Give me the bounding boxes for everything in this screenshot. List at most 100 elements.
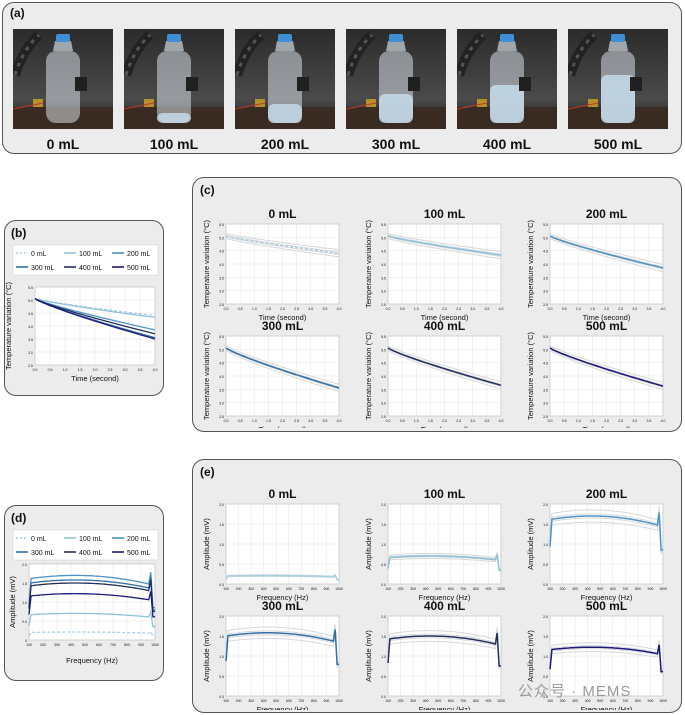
x-tick-label: 200	[560, 587, 566, 591]
x-tick-label: 600	[96, 643, 102, 647]
panel-e: (e) 0 mL 100 200 300 400 500 600 700 800 900 1000 0…	[192, 459, 682, 713]
mean-curve	[549, 512, 663, 551]
x-tick-label: 700	[110, 643, 116, 647]
trial-trace	[549, 649, 663, 675]
x-tick-label: 3.0	[632, 307, 637, 311]
x-tick-label: 3.0	[470, 419, 475, 423]
trial-trace	[225, 631, 339, 666]
x-tick-label: 400	[261, 587, 267, 591]
trial-trace	[225, 635, 339, 668]
x-tick-label: 500	[273, 699, 279, 703]
x-tick-label: 2.5	[108, 368, 113, 372]
y-tick-label: 3.5	[381, 276, 386, 280]
x-tick-label: 1000	[497, 699, 505, 703]
x-axis-label: Frequency (Hz)	[419, 705, 471, 710]
series-line	[34, 298, 156, 335]
trial-trace	[549, 643, 663, 672]
x-tick-label: 3.5	[138, 368, 143, 372]
x-tick-label: 800	[473, 587, 479, 591]
x-tick-label: 300	[248, 587, 254, 591]
y-tick-label: 1.0	[219, 543, 224, 547]
subplot: 500 mL 100 200 300 400 500 600 700 800 900 1000 0.0…	[526, 599, 667, 710]
y-axis-label: Amplitude (mV)	[202, 630, 211, 682]
trial-trace	[387, 551, 501, 570]
y-tick-label: 3.0	[219, 402, 224, 406]
trial-trace	[387, 348, 502, 387]
y-axis-label: Amplitude (mV)	[8, 576, 17, 628]
panel-b: (b) 0.0 0.5 1.0 1.5 2.0 2.5 3.0 3.5 4.0 2.5 3.0 3.5…	[4, 220, 164, 396]
x-tick-label: 1000	[497, 587, 505, 591]
trial-trace	[225, 349, 340, 393]
subplot-title: 400 mL	[424, 319, 465, 333]
x-tick-label: 1000	[659, 699, 667, 703]
y-tick-label: 0.5	[381, 675, 386, 679]
y-tick-label: 3.5	[543, 276, 548, 280]
x-tick-label: 500	[435, 699, 441, 703]
y-tick-label: 5.5	[219, 335, 224, 339]
y-axis-label: Temperature variation (°C)	[202, 331, 211, 420]
y-tick-label: 0.0	[543, 583, 548, 587]
x-tick-label: 0.0	[33, 368, 38, 372]
volume-label: 500 mL	[593, 136, 643, 152]
series-line	[34, 298, 156, 319]
y-tick-label: 3.5	[28, 338, 33, 342]
trial-trace	[225, 233, 340, 251]
x-axis-label: Frequency (Hz)	[581, 705, 633, 710]
x-tick-label: 1.5	[266, 307, 271, 311]
y-tick-label: 2.5	[219, 415, 224, 419]
subplot-title: 300 mL	[262, 319, 303, 333]
y-tick-label: 4.5	[28, 312, 33, 316]
y-tick-label: 0.0	[381, 695, 386, 699]
x-tick-label: 2.0	[442, 419, 447, 423]
x-axis-label: Time (second)	[259, 313, 307, 322]
y-tick-label: 0.5	[22, 620, 27, 624]
legend-box	[12, 529, 159, 561]
y-tick-label: 5.0	[543, 236, 548, 240]
y-tick-label: 5.5	[543, 223, 548, 227]
subplot: 0 mL 0.0 0.5 1.0 1.5 2.0 2.5 3.0 3.5 4.0 2.5 3.0 3.5…	[202, 207, 341, 322]
bottle-photo	[343, 29, 446, 129]
x-tick-label: 0.5	[238, 419, 243, 423]
trial-trace	[549, 349, 664, 391]
volume-label: 0 mL	[46, 136, 80, 152]
y-tick-label: 1.0	[219, 655, 224, 659]
x-axis-label: Frequency (Hz)	[419, 593, 471, 602]
trial-trace	[549, 233, 664, 265]
y-tick-label: 1.5	[22, 582, 27, 586]
y-axis-label: Amplitude (mV)	[526, 630, 535, 682]
y-tick-label: 3.0	[28, 351, 33, 355]
x-tick-label: 3.5	[484, 419, 489, 423]
x-tick-label: 3.5	[484, 307, 489, 311]
mean-curve	[225, 235, 340, 255]
trial-trace	[225, 348, 340, 390]
x-tick-label: 2.0	[604, 307, 609, 311]
y-tick-label: 1.0	[381, 543, 386, 547]
y-axis-label: Amplitude (mV)	[364, 630, 373, 682]
x-tick-label: 1.0	[414, 419, 419, 423]
legend-label: 0 mL	[31, 536, 47, 543]
x-tick-label: 900	[486, 699, 492, 703]
legend-label: 300 mL	[31, 265, 54, 272]
chart-d: 100 200 300 400 500 600 700 800 900 1000 0 0.5 1.0 1.…	[8, 529, 159, 665]
watermark: 公众号 · MEMS	[518, 683, 632, 700]
y-tick-label: 4.5	[381, 362, 386, 366]
trial-trace	[549, 346, 664, 386]
x-tick-label: 200	[40, 643, 46, 647]
trial-trace	[387, 631, 501, 666]
x-axis-label: Frequency (Hz)	[257, 593, 309, 602]
y-axis-label: Temperature variation (°C)	[202, 219, 211, 308]
x-tick-label: 900	[138, 643, 144, 647]
x-tick-label: 1.0	[252, 419, 257, 423]
y-tick-label: 1.5	[381, 523, 386, 527]
mean-curve	[549, 347, 664, 387]
y-tick-label: 3.0	[543, 290, 548, 294]
mean-curve	[549, 235, 664, 269]
x-tick-label: 3.0	[470, 307, 475, 311]
y-axis-label: Temperature variation (°C)	[364, 219, 373, 308]
y-tick-label: 2.5	[28, 364, 33, 368]
y-tick-label: 0.0	[543, 695, 548, 699]
x-tick-label: 0.0	[224, 307, 229, 311]
trial-trace	[387, 236, 502, 257]
legend-label: 400 mL	[79, 550, 102, 557]
x-tick-label: 1.5	[590, 419, 595, 423]
